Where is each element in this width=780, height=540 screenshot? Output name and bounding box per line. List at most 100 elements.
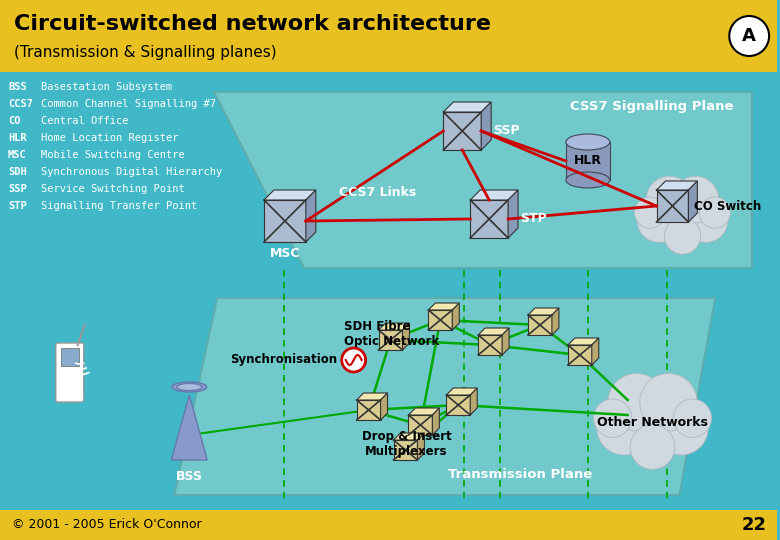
FancyBboxPatch shape — [528, 315, 552, 335]
Circle shape — [684, 198, 728, 242]
Text: Circuit-switched network architecture: Circuit-switched network architecture — [14, 14, 491, 34]
Circle shape — [646, 176, 693, 223]
Circle shape — [672, 176, 718, 223]
Text: (Transmission & Signalling planes): (Transmission & Signalling planes) — [14, 44, 277, 59]
FancyBboxPatch shape — [470, 200, 508, 238]
Polygon shape — [508, 190, 518, 238]
Polygon shape — [689, 181, 697, 222]
Circle shape — [618, 388, 688, 458]
FancyBboxPatch shape — [264, 200, 306, 242]
Circle shape — [608, 373, 665, 431]
Polygon shape — [446, 388, 477, 395]
Text: 22: 22 — [742, 516, 767, 534]
Polygon shape — [381, 393, 388, 420]
Text: CCS7: CCS7 — [8, 99, 33, 109]
Circle shape — [634, 197, 665, 228]
Polygon shape — [402, 323, 410, 350]
Text: SSP: SSP — [8, 184, 27, 194]
Polygon shape — [481, 102, 491, 150]
Circle shape — [630, 424, 675, 469]
Text: STP: STP — [8, 201, 27, 211]
Circle shape — [673, 399, 711, 437]
Circle shape — [654, 401, 708, 455]
FancyBboxPatch shape — [428, 310, 452, 330]
Circle shape — [342, 348, 366, 372]
FancyBboxPatch shape — [443, 112, 481, 150]
Text: SSP: SSP — [493, 125, 519, 138]
Polygon shape — [528, 308, 559, 315]
FancyBboxPatch shape — [0, 72, 777, 510]
Polygon shape — [378, 323, 410, 330]
Polygon shape — [428, 303, 459, 310]
Ellipse shape — [566, 134, 610, 150]
FancyBboxPatch shape — [356, 400, 381, 420]
Text: BSS: BSS — [176, 470, 203, 483]
Circle shape — [640, 373, 697, 431]
Text: Home Location Register: Home Location Register — [41, 133, 179, 143]
FancyBboxPatch shape — [409, 415, 432, 435]
Text: © 2001 - 2005 Erick O'Connor: © 2001 - 2005 Erick O'Connor — [12, 518, 201, 531]
Text: CSS7 Signalling Plane: CSS7 Signalling Plane — [570, 100, 733, 113]
FancyBboxPatch shape — [566, 142, 610, 180]
Text: Synchronisation: Synchronisation — [231, 354, 338, 367]
Polygon shape — [172, 395, 207, 460]
Text: SDH: SDH — [8, 167, 27, 177]
FancyBboxPatch shape — [0, 510, 777, 540]
Text: CCS7 Links: CCS7 Links — [339, 186, 416, 199]
Circle shape — [597, 401, 651, 455]
FancyBboxPatch shape — [56, 343, 83, 402]
Polygon shape — [394, 433, 424, 440]
Polygon shape — [264, 190, 316, 200]
Circle shape — [594, 399, 632, 437]
FancyBboxPatch shape — [0, 0, 777, 72]
Polygon shape — [568, 338, 599, 345]
Polygon shape — [552, 308, 559, 335]
Text: A: A — [743, 27, 756, 45]
Text: MSC: MSC — [270, 247, 300, 260]
Polygon shape — [443, 102, 491, 112]
Text: MSC: MSC — [8, 150, 27, 160]
Text: Drop & Insert
Multiplexers: Drop & Insert Multiplexers — [362, 430, 452, 458]
FancyBboxPatch shape — [446, 395, 470, 415]
FancyBboxPatch shape — [657, 190, 689, 222]
Text: Transmission Plane: Transmission Plane — [448, 468, 593, 481]
FancyBboxPatch shape — [61, 348, 79, 366]
Polygon shape — [215, 92, 752, 268]
Polygon shape — [452, 303, 459, 330]
FancyBboxPatch shape — [394, 440, 417, 460]
Polygon shape — [470, 190, 518, 200]
Polygon shape — [417, 433, 424, 460]
Text: Synchronous Digital Hierarchy: Synchronous Digital Hierarchy — [41, 167, 222, 177]
Ellipse shape — [177, 383, 202, 390]
Polygon shape — [356, 393, 388, 400]
Text: CO Switch: CO Switch — [694, 199, 761, 213]
Ellipse shape — [172, 382, 207, 392]
Text: Service Switching Point: Service Switching Point — [41, 184, 185, 194]
Text: Other Networks: Other Networks — [597, 416, 708, 429]
Circle shape — [729, 16, 769, 56]
Ellipse shape — [566, 172, 610, 188]
FancyBboxPatch shape — [478, 335, 502, 355]
Text: HLR: HLR — [574, 154, 602, 167]
FancyBboxPatch shape — [568, 345, 592, 365]
Polygon shape — [175, 298, 715, 495]
FancyBboxPatch shape — [378, 330, 402, 350]
Text: Signalling Transfer Point: Signalling Transfer Point — [41, 201, 197, 211]
Text: Central Office: Central Office — [41, 116, 129, 126]
Polygon shape — [470, 388, 477, 415]
Text: STP: STP — [520, 213, 547, 226]
Text: Basestation Subsystem: Basestation Subsystem — [41, 82, 172, 92]
Text: SDH Fibre
Optic Network: SDH Fibre Optic Network — [344, 320, 439, 348]
Polygon shape — [592, 338, 599, 365]
Polygon shape — [478, 328, 509, 335]
Polygon shape — [502, 328, 509, 355]
Text: Mobile Switching Centre: Mobile Switching Centre — [41, 150, 185, 160]
Circle shape — [665, 218, 700, 254]
Polygon shape — [432, 408, 439, 435]
Circle shape — [654, 188, 711, 245]
Text: BSS: BSS — [8, 82, 27, 92]
Circle shape — [699, 197, 730, 228]
Text: Common Channel Signalling #7: Common Channel Signalling #7 — [41, 99, 216, 109]
Circle shape — [637, 198, 681, 242]
Text: HLR: HLR — [8, 133, 27, 143]
